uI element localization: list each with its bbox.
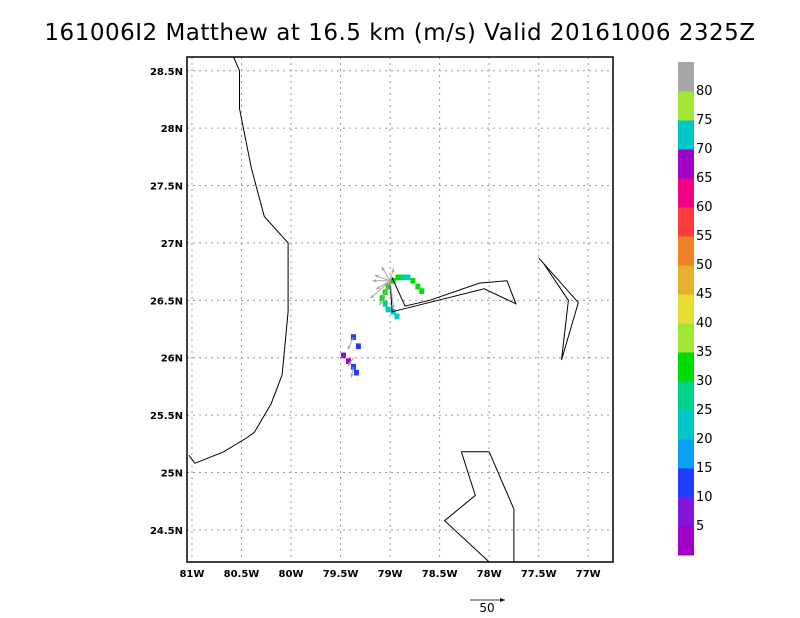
y-tick-label: 27.5N	[150, 182, 183, 193]
y-tick-label: 27N	[161, 239, 183, 250]
wind-pixel	[410, 277, 416, 284]
wind-pixel	[382, 300, 388, 307]
wind-vector-head	[381, 266, 385, 271]
wind-vector	[389, 280, 395, 309]
colorbar-segment	[678, 265, 694, 295]
wind-vector-head	[372, 279, 377, 283]
wind-pixel	[355, 343, 361, 350]
colorbar-segment	[678, 410, 694, 440]
x-tick-label: 79.5W	[323, 569, 359, 580]
y-tick-label: 28N	[161, 124, 183, 135]
colorbar-segment	[678, 294, 694, 324]
wind-pixel	[415, 283, 421, 290]
y-tick-label: 28.5N	[150, 67, 183, 78]
wind-vector-head	[379, 301, 383, 306]
wind-pixel	[400, 274, 406, 281]
wind-vector-head	[376, 285, 381, 290]
x-tick-label: 80.5W	[224, 569, 260, 580]
x-tick-labels: 81W 80.5W 80W 79.5W 79W 78.5W 78W 77.5W 77W	[179, 569, 600, 580]
wind-vector-head	[374, 274, 379, 279]
coastline	[389, 277, 517, 313]
wind-vector-head	[391, 268, 395, 273]
y-tick-label: 26N	[161, 354, 183, 365]
reference-vector-label: 50	[479, 601, 494, 615]
wind-pixel	[346, 358, 351, 365]
wind-vector-head	[350, 373, 354, 378]
wind-vector-head	[347, 345, 351, 350]
colorbar-label: 25	[696, 403, 713, 418]
colorbar-segment	[678, 62, 694, 92]
colorbar-label: 75	[696, 113, 713, 128]
colorbar-label: 15	[696, 461, 713, 476]
y-tick-label: 26.5N	[150, 296, 183, 307]
colorbar-segment	[678, 91, 694, 121]
colorbar-label: 65	[696, 171, 713, 186]
reference-vector: 50	[470, 598, 505, 615]
colorbar-segment	[678, 207, 694, 237]
wind-speed-pixels	[341, 274, 425, 376]
colorbar-segment	[678, 120, 694, 150]
wind-pixel	[405, 274, 411, 281]
colorbar-label: 30	[696, 374, 713, 389]
x-tick-label: 79W	[378, 569, 403, 580]
wind-pixel	[341, 352, 347, 359]
colorbar-label: 80	[696, 84, 713, 99]
colorbar-segment	[678, 178, 694, 208]
x-tick-label: 77W	[576, 569, 601, 580]
colorbar-segment	[678, 526, 694, 556]
y-tick-labels: 28.5N 28N 27.5N 27N 26.5N 26N 25.5N 25N 24.5N	[150, 67, 183, 537]
colorbar-segment	[678, 439, 694, 469]
colorbar-label: 35	[696, 345, 713, 360]
coastline	[488, 451, 515, 562]
wind-vectors	[347, 266, 395, 378]
colorbar-label: 50	[696, 258, 713, 273]
x-tick-label: 78W	[477, 569, 502, 580]
colorbar-segment	[678, 352, 694, 382]
y-tick-label: 25.5N	[150, 411, 183, 422]
y-tick-label: 25N	[161, 468, 183, 479]
wind-pixel	[390, 277, 396, 284]
x-tick-label: 78.5W	[422, 569, 458, 580]
x-tick-label: 81W	[179, 569, 204, 580]
colorbar-segment	[678, 149, 694, 179]
colorbar-segment	[678, 236, 694, 266]
coastline	[188, 56, 289, 464]
plot-title: 161006I2 Matthew at 16.5 km (m/s) Valid …	[44, 20, 755, 46]
map-frame	[186, 56, 614, 563]
colorbar-label: 60	[696, 200, 713, 215]
wind-vector-head	[370, 294, 375, 299]
x-tick-label: 80W	[279, 569, 304, 580]
wind-pixel	[379, 295, 385, 301]
colorbar-label: 20	[696, 432, 713, 447]
coastline	[443, 451, 490, 563]
colorbar-segment	[678, 497, 694, 527]
colorbar-label: 45	[696, 287, 713, 302]
colorbar-segment	[678, 323, 694, 353]
colorbar: 5 10 15 20 25 30 35 40 45 50 55 60 65 70 75 80	[678, 62, 713, 556]
wind-vector	[370, 280, 391, 299]
wind-pixel	[353, 369, 359, 376]
wind-pixel	[385, 306, 391, 313]
wind-vector-head	[347, 362, 352, 367]
y-tick-label: 24.5N	[150, 526, 183, 537]
colorbar-label: 5	[696, 519, 704, 534]
wind-pixel	[395, 274, 401, 281]
colorbar-segment	[678, 468, 694, 498]
wind-pixel	[419, 288, 425, 295]
colorbar-label: 70	[696, 142, 713, 157]
wind-pixel	[394, 313, 400, 320]
coastline	[538, 257, 579, 361]
wind-vector-head	[391, 305, 395, 309]
coastlines	[188, 56, 579, 563]
colorbar-label: 40	[696, 316, 713, 331]
colorbar-label: 10	[696, 490, 713, 505]
reference-arrow-head	[500, 598, 505, 602]
x-tick-label: 77.5W	[521, 569, 557, 580]
colorbar-segment	[678, 381, 694, 411]
colorbar-label: 55	[696, 229, 713, 244]
wind-vector	[379, 280, 391, 306]
